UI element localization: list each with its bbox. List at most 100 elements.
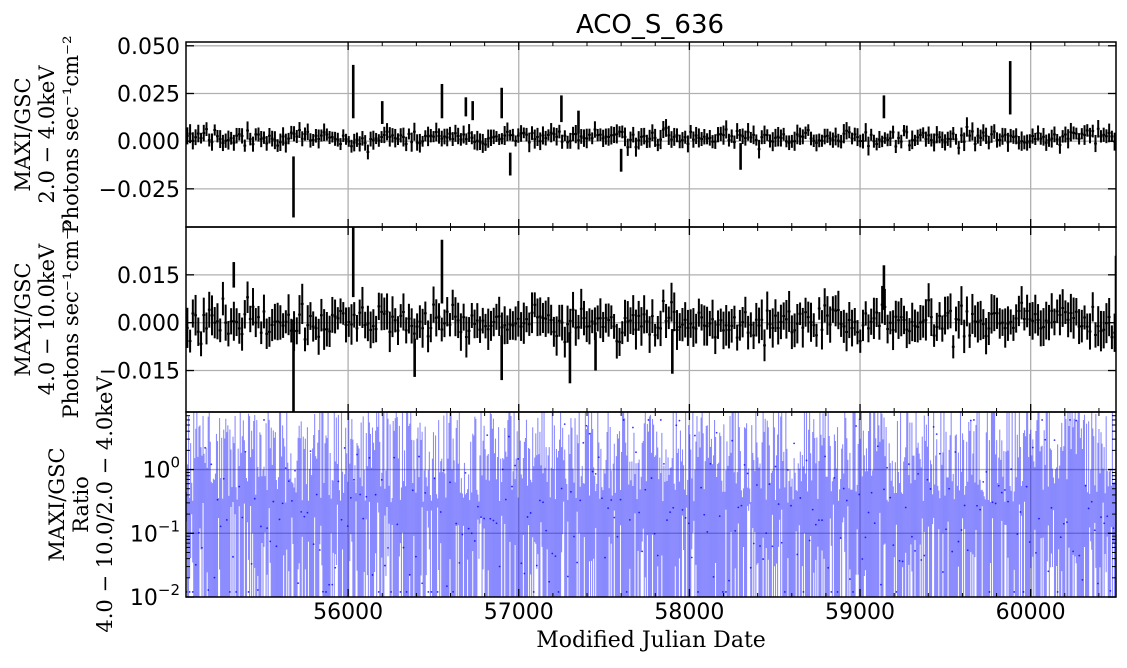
y-axis-label: Photons sec⁻¹cm⁻² bbox=[59, 220, 83, 418]
ratio-point bbox=[353, 478, 355, 481]
panel-frame bbox=[185, 411, 1117, 598]
ratio-point bbox=[1016, 533, 1019, 535]
ratio-point bbox=[393, 456, 396, 459]
ratio-point bbox=[632, 426, 634, 429]
ratio-point bbox=[914, 549, 916, 552]
ratio-point bbox=[455, 522, 458, 525]
ratio-point bbox=[663, 462, 665, 465]
y-axis-label: Photons sec⁻¹cm⁻² bbox=[59, 35, 83, 233]
ratio-point bbox=[607, 507, 610, 510]
ratio-point bbox=[452, 591, 455, 593]
ratio-point bbox=[213, 576, 216, 579]
ratio-point bbox=[886, 466, 889, 469]
ratio-point bbox=[684, 516, 687, 519]
ratio-point bbox=[1000, 491, 1003, 494]
chart-title: ACO_S_636 bbox=[576, 10, 724, 40]
ratio-point bbox=[1041, 419, 1044, 421]
ratio-point bbox=[436, 591, 439, 593]
x-tick-label: 57000 bbox=[484, 600, 554, 625]
ratio-point bbox=[948, 487, 951, 490]
ratio-point bbox=[464, 471, 467, 474]
ratio-point bbox=[582, 441, 585, 444]
ratio-point bbox=[793, 442, 796, 445]
ratio-point bbox=[1007, 500, 1009, 503]
ratio-point bbox=[1019, 511, 1022, 513]
ratio-point bbox=[635, 451, 637, 454]
ratio-point bbox=[1093, 529, 1096, 532]
ratio-point bbox=[334, 566, 337, 569]
ratio-point bbox=[622, 419, 625, 421]
ratio-point bbox=[839, 537, 842, 539]
panel-frame bbox=[185, 226, 1117, 413]
y-axis-label: Ratio bbox=[69, 476, 93, 533]
ratio-point bbox=[256, 589, 259, 591]
ratio-point bbox=[1035, 551, 1037, 554]
ratio-point bbox=[322, 590, 324, 593]
panel-3: 10−2 10−1 100 MAXI/GSC Ratio 4.0 − 10.0/2.0 −… bbox=[45, 376, 1117, 633]
ratio-point bbox=[523, 572, 526, 575]
ratio-point bbox=[449, 481, 451, 484]
ratio-point bbox=[278, 518, 281, 521]
ratio-point bbox=[917, 472, 920, 475]
ratio-point bbox=[957, 540, 960, 543]
ratio-point bbox=[1109, 589, 1112, 592]
ratio-point bbox=[498, 565, 501, 568]
ratio-point bbox=[907, 463, 910, 466]
y-tick-label: 0.025 bbox=[117, 82, 180, 107]
ratio-point bbox=[421, 582, 424, 585]
ratio-point bbox=[690, 556, 693, 559]
ratio-point bbox=[780, 541, 783, 544]
ratio-point bbox=[1084, 484, 1087, 487]
ratio-point bbox=[762, 558, 765, 560]
ratio-point bbox=[405, 591, 408, 593]
ratio-point bbox=[951, 550, 954, 553]
ratio-point bbox=[774, 465, 777, 468]
ratio-point bbox=[715, 431, 718, 434]
ratio-point bbox=[904, 506, 907, 509]
ratio-point bbox=[969, 419, 972, 422]
ratio-point bbox=[787, 469, 789, 471]
ratio-point bbox=[232, 555, 234, 558]
ratio-point bbox=[703, 513, 706, 516]
ratio-point bbox=[439, 511, 442, 513]
ratio-point bbox=[653, 532, 656, 535]
ratio-point bbox=[858, 493, 861, 496]
ratio-point bbox=[721, 591, 724, 593]
ratio-point bbox=[814, 523, 817, 526]
ratio-point bbox=[340, 518, 343, 521]
ratio-point bbox=[408, 573, 411, 576]
ratio-point bbox=[269, 540, 272, 543]
ratio-point bbox=[198, 531, 200, 534]
ratio-point bbox=[535, 564, 538, 567]
ratio-point bbox=[396, 523, 399, 526]
ratio-point bbox=[545, 529, 548, 532]
ratio-point bbox=[566, 575, 569, 578]
ratio-point bbox=[864, 536, 867, 539]
ratio-point bbox=[638, 511, 641, 514]
ratio-point bbox=[461, 533, 464, 536]
panel-1: 0.050 0.025 0.000 −0.025 MAXI/GSC 2.0 − 4.0ke… bbox=[11, 35, 1117, 234]
ratio-point bbox=[1004, 489, 1006, 491]
y-axis-label: 4.0 − 10.0/2.0 − 4.0keV bbox=[93, 376, 117, 633]
ratio-point bbox=[529, 512, 532, 514]
ratio-point bbox=[855, 425, 858, 427]
ratio-point bbox=[734, 529, 737, 532]
ratio-point bbox=[216, 498, 219, 501]
ratio-point bbox=[222, 477, 225, 480]
ratio-point bbox=[312, 543, 315, 546]
y-tick-label: −0.015 bbox=[99, 360, 180, 385]
ratio-point bbox=[597, 456, 600, 459]
ratio-point bbox=[694, 434, 696, 437]
ratio-point bbox=[650, 477, 653, 479]
y-tick-label: −0.025 bbox=[99, 178, 180, 203]
ratio-point bbox=[1013, 591, 1016, 593]
ratio-point bbox=[836, 591, 839, 593]
ratio-point bbox=[554, 555, 557, 558]
ratio-point bbox=[1106, 515, 1109, 518]
ratio-point bbox=[911, 535, 913, 538]
ratio-point bbox=[889, 496, 892, 499]
ratio-point bbox=[371, 574, 374, 576]
ratio-point bbox=[833, 476, 836, 479]
ratio-point bbox=[997, 484, 1000, 487]
